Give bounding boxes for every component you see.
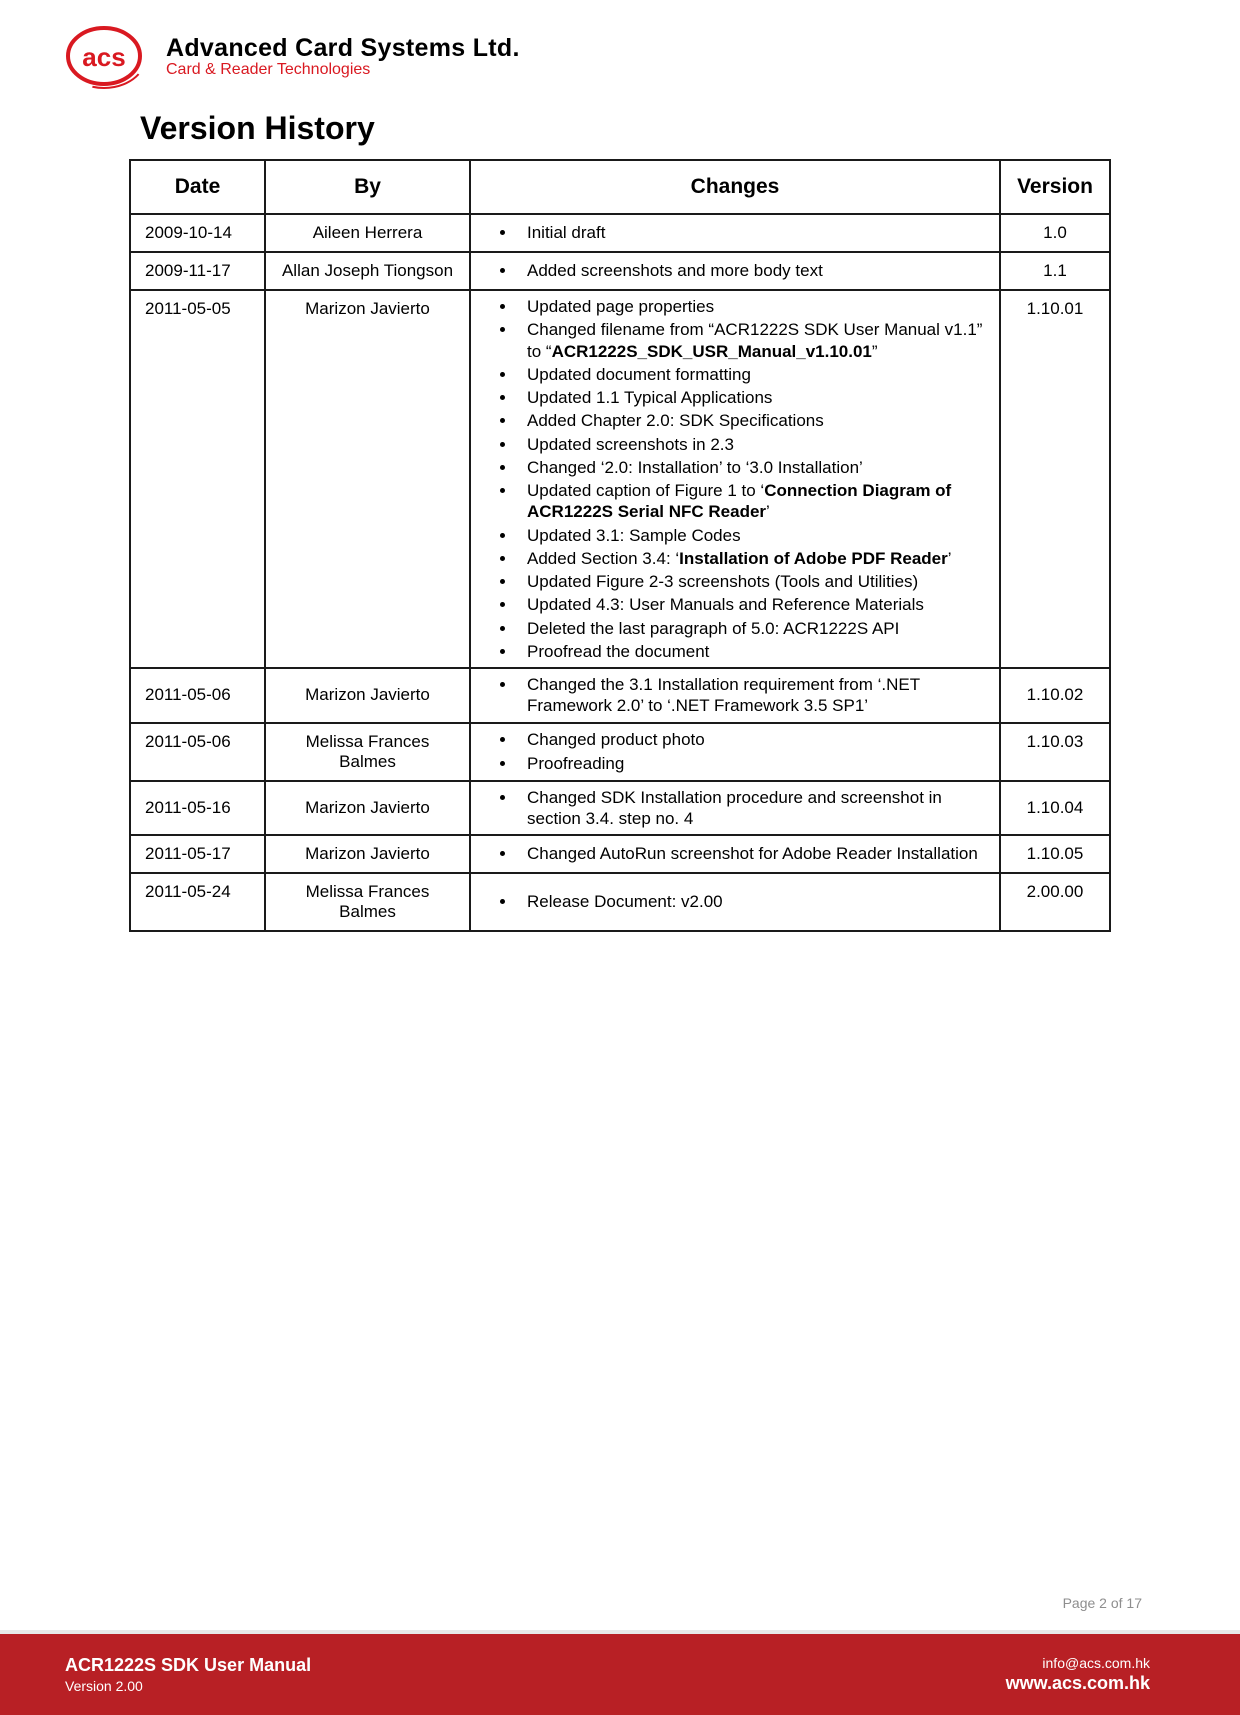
table-row: 2011-05-16Marizon Javierto Changed SDK In… xyxy=(130,781,1110,836)
company-name: Advanced Card Systems Ltd. xyxy=(166,34,520,63)
change-item: Changed filename from “ACR1222S SDK User… xyxy=(517,318,993,363)
change-item: Updated page properties xyxy=(517,295,993,318)
version-history-table-wrap: Date By Changes Version 2009-10-14Aileen… xyxy=(129,159,1111,932)
change-item: Release Document: v2.00 xyxy=(517,890,993,913)
change-item: Changed ‘2.0: Installation’ to ‘3.0 Inst… xyxy=(517,456,993,479)
change-item: Updated document formatting xyxy=(517,363,993,386)
change-item: Proofread the document xyxy=(517,640,993,663)
change-item: Changed AutoRun screenshot for Adobe Rea… xyxy=(517,842,993,865)
company-tagline: Card & Reader Technologies xyxy=(166,61,520,79)
cell-changes: Changed product photoProofreading xyxy=(470,723,1000,781)
cell-changes: Changed the 3.1 Installation requirement… xyxy=(470,668,1000,723)
change-item: Proofreading xyxy=(517,752,993,775)
change-item: Updated Figure 2-3 screenshots (Tools an… xyxy=(517,570,993,593)
change-item: Changed the 3.1 Installation requirement… xyxy=(517,673,993,718)
footer-doc-version: Version 2.00 xyxy=(65,1678,311,1694)
svg-text:acs: acs xyxy=(82,42,125,72)
acs-logo-icon: acs xyxy=(60,22,148,90)
change-item: Updated 4.3: User Manuals and Reference … xyxy=(517,593,993,616)
change-item: Initial draft xyxy=(517,221,993,244)
change-item: Added Section 3.4: ‘Installation of Adob… xyxy=(517,547,993,570)
cell-version: 2.00.00 xyxy=(1000,873,1110,931)
cell-by: Aileen Herrera xyxy=(265,214,470,252)
change-item: Deleted the last paragraph of 5.0: ACR12… xyxy=(517,617,993,640)
table-header-row: Date By Changes Version xyxy=(130,160,1110,214)
col-header-version: Version xyxy=(1000,160,1110,214)
cell-version: 1.10.05 xyxy=(1000,835,1110,873)
cell-by: Marizon Javierto xyxy=(265,835,470,873)
cell-by: Melissa Frances Balmes xyxy=(265,873,470,931)
table-row: 2011-05-24Melissa Frances Balmes Release … xyxy=(130,873,1110,931)
version-history-table: Date By Changes Version 2009-10-14Aileen… xyxy=(129,159,1111,932)
table-row: 2009-11-17Allan Joseph Tiongson Added scr… xyxy=(130,252,1110,290)
cell-by: Allan Joseph Tiongson xyxy=(265,252,470,290)
cell-changes: Changed SDK Installation procedure and s… xyxy=(470,781,1000,836)
footer-url: www.acs.com.hk xyxy=(1006,1673,1150,1694)
page-number: Page 2 of 17 xyxy=(1063,1595,1142,1611)
footer-right: info@acs.com.hk www.acs.com.hk xyxy=(1006,1655,1150,1694)
cell-by: Melissa Frances Balmes xyxy=(265,723,470,781)
change-item: Added Chapter 2.0: SDK Specifications xyxy=(517,409,993,432)
change-item: Updated 3.1: Sample Codes xyxy=(517,524,993,547)
change-item: Updated screenshots in 2.3 xyxy=(517,433,993,456)
cell-version: 1.1 xyxy=(1000,252,1110,290)
table-row: 2009-10-14Aileen Herrera Initial draft 1.0 xyxy=(130,214,1110,252)
cell-date: 2011-05-24 xyxy=(130,873,265,931)
cell-changes: Changed AutoRun screenshot for Adobe Rea… xyxy=(470,835,1000,873)
page-footer: ACR1222S SDK User Manual Version 2.00 in… xyxy=(0,1630,1240,1715)
cell-version: 1.0 xyxy=(1000,214,1110,252)
footer-doc-title: ACR1222S SDK User Manual xyxy=(65,1655,311,1676)
cell-changes: Added screenshots and more body text xyxy=(470,252,1000,290)
cell-date: 2009-11-17 xyxy=(130,252,265,290)
cell-by: Marizon Javierto xyxy=(265,668,470,723)
page-header: acs Advanced Card Systems Ltd. Card & Re… xyxy=(0,0,1240,90)
col-header-changes: Changes xyxy=(470,160,1000,214)
cell-changes: Release Document: v2.00 xyxy=(470,873,1000,931)
cell-by: Marizon Javierto xyxy=(265,781,470,836)
cell-version: 1.10.01 xyxy=(1000,290,1110,668)
cell-by: Marizon Javierto xyxy=(265,290,470,668)
cell-changes: Updated page propertiesChanged filename … xyxy=(470,290,1000,668)
cell-changes: Initial draft xyxy=(470,214,1000,252)
cell-version: 1.10.03 xyxy=(1000,723,1110,781)
footer-email: info@acs.com.hk xyxy=(1006,1655,1150,1671)
cell-date: 2011-05-17 xyxy=(130,835,265,873)
logo-text-block: Advanced Card Systems Ltd. Card & Reader… xyxy=(166,34,520,79)
cell-version: 1.10.04 xyxy=(1000,781,1110,836)
table-row: 2011-05-06Marizon Javierto Changed the 3.… xyxy=(130,668,1110,723)
change-item: Updated caption of Figure 1 to ‘Connecti… xyxy=(517,479,993,524)
footer-left: ACR1222S SDK User Manual Version 2.00 xyxy=(65,1655,311,1694)
table-row: 2011-05-17Marizon Javierto Changed AutoRu… xyxy=(130,835,1110,873)
cell-date: 2011-05-06 xyxy=(130,723,265,781)
cell-date: 2011-05-16 xyxy=(130,781,265,836)
cell-date: 2011-05-06 xyxy=(130,668,265,723)
change-item: Added screenshots and more body text xyxy=(517,259,993,282)
cell-version: 1.10.02 xyxy=(1000,668,1110,723)
cell-date: 2011-05-05 xyxy=(130,290,265,668)
table-row: 2011-05-05Marizon JaviertoUpdated page p… xyxy=(130,290,1110,668)
page-title: Version History xyxy=(140,110,1240,147)
cell-date: 2009-10-14 xyxy=(130,214,265,252)
col-header-date: Date xyxy=(130,160,265,214)
change-item: Updated 1.1 Typical Applications xyxy=(517,386,993,409)
change-item: Changed SDK Installation procedure and s… xyxy=(517,786,993,831)
change-item: Changed product photo xyxy=(517,728,993,751)
table-row: 2011-05-06Melissa Frances BalmesChanged … xyxy=(130,723,1110,781)
col-header-by: By xyxy=(265,160,470,214)
